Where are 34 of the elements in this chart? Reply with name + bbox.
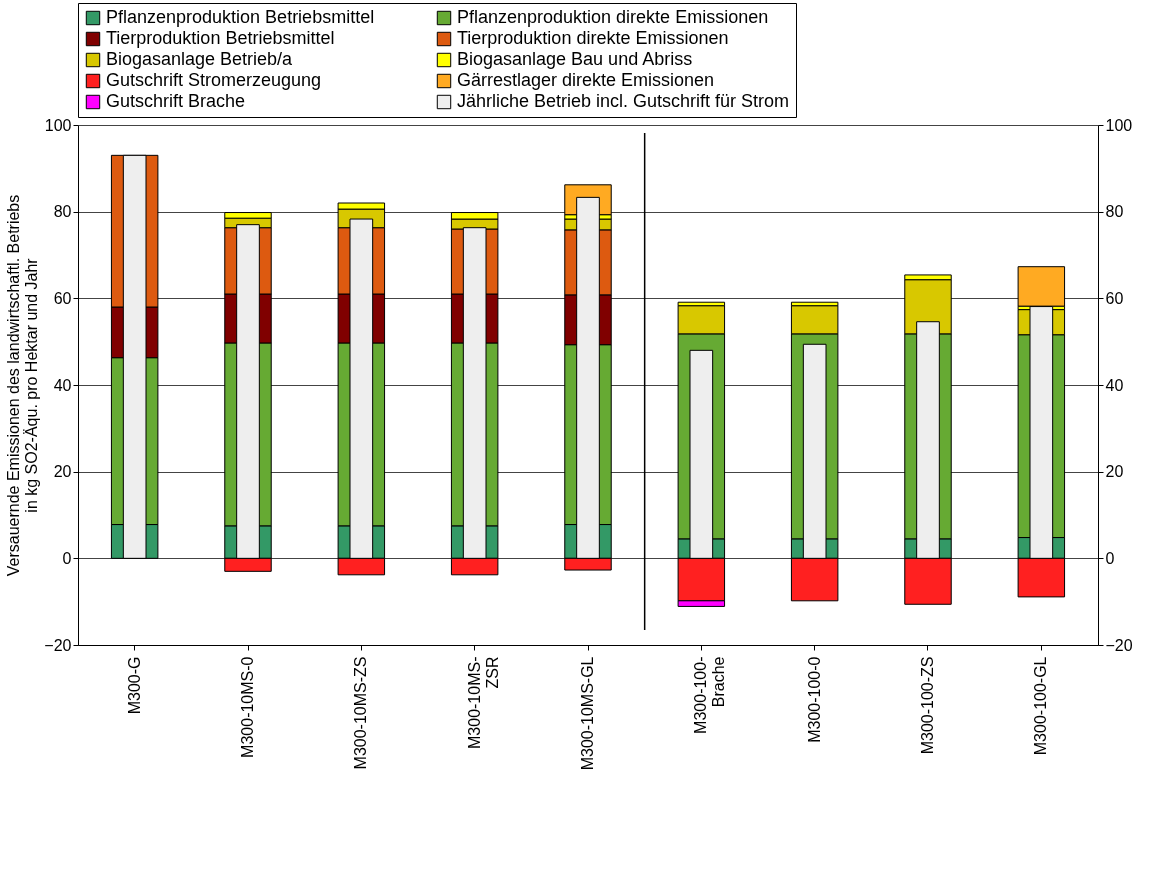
legend-label: Biogasanlage Betrieb/a bbox=[106, 49, 294, 69]
y-tick-label: 20 bbox=[53, 463, 72, 481]
legend-label: Gutschrift Stromerzeugung bbox=[106, 70, 322, 90]
x-tick-label: M300-10MS- ZSR bbox=[465, 656, 501, 749]
legend-label: Biogasanlage Bau und Abriss bbox=[457, 49, 693, 69]
legend-label: Tierproduktion Betriebsmittel bbox=[106, 28, 335, 48]
y-tick-label: 40 bbox=[53, 376, 72, 394]
legend-label: Jährliche Betrieb incl. Gutschrift für Strom bbox=[457, 91, 790, 111]
y2-tick-label: 80 bbox=[1105, 203, 1124, 221]
y2-tick-label: 60 bbox=[1105, 289, 1124, 307]
y2-tick-label: −20 bbox=[1105, 636, 1133, 654]
y-tick-label: 0 bbox=[62, 549, 72, 567]
y2-tick-label: 20 bbox=[1105, 463, 1124, 481]
y-tick-label: 60 bbox=[53, 289, 72, 307]
legend-label: Tierproduktion direkte Emissionen bbox=[457, 28, 729, 48]
y2-tick-label: 100 bbox=[1105, 116, 1133, 134]
x-tick-label: M300-G bbox=[125, 656, 143, 715]
x-tick-label: M300-100- Brache bbox=[692, 656, 728, 734]
x-tick-label: M300-100-GL bbox=[1032, 656, 1050, 756]
legend-label: Pflanzenproduktion direkte Emissionen bbox=[457, 7, 769, 27]
y-axis-title: Versauernde Emissionen des landwirtschaftl. Betriebs in kg SO2-Äqu. pro Hektar und Jahr bbox=[5, 194, 41, 577]
x-tick-label: M300-10MS-ZS bbox=[352, 656, 370, 770]
legend-label: Pflanzenproduktion Betriebsmittel bbox=[106, 7, 375, 27]
x-tick-label: M300-10MS-0 bbox=[239, 656, 256, 758]
x-tick-label: M300-100-0 bbox=[805, 656, 823, 743]
y2-tick-label: 0 bbox=[1105, 549, 1115, 567]
x-tick-label: M300-100-ZS bbox=[919, 656, 936, 755]
y-tick-label: 80 bbox=[53, 203, 72, 221]
legend-label: Gärrestlager direkte Emissionen bbox=[457, 70, 715, 90]
y2-tick-label: 40 bbox=[1105, 376, 1124, 394]
y-tick-label: −20 bbox=[44, 636, 72, 654]
legend-label: Gutschrift Brache bbox=[106, 91, 246, 111]
y-tick-label: 100 bbox=[44, 116, 72, 134]
x-tick-label: M300-10MS-GL bbox=[579, 656, 596, 771]
